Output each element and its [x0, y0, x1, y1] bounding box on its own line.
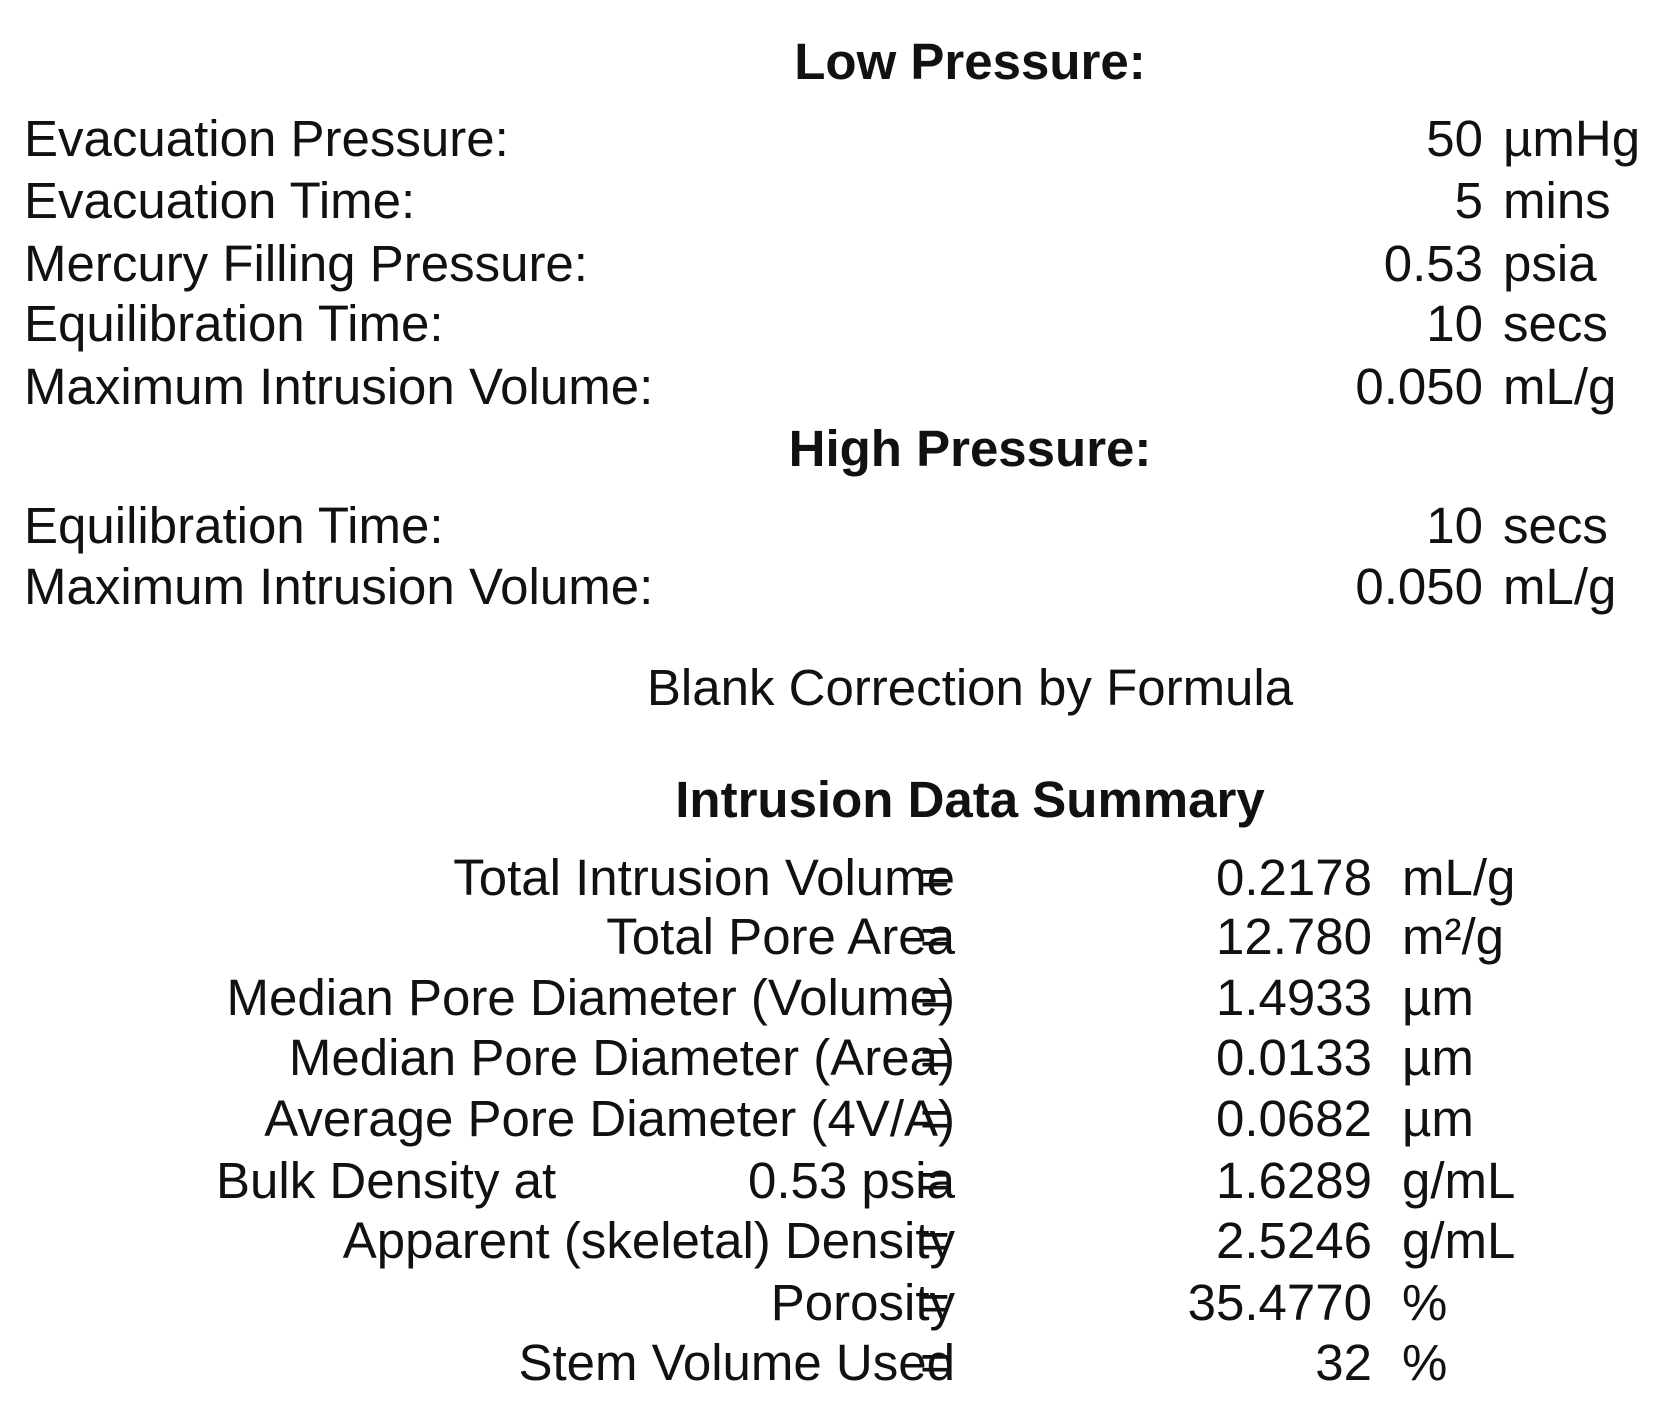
summary-value: 1.6289	[1216, 1152, 1372, 1209]
summary-row: Total Intrusion Volume = 0.2178 mL/g	[0, 847, 1670, 909]
row-label: Equilibration Time:	[24, 497, 444, 554]
summary-value: 35.4770	[1187, 1274, 1372, 1331]
low-pressure-row: Equilibration Time: 10 secs	[0, 293, 1670, 355]
summary-value: 0.2178	[1216, 849, 1372, 906]
summary-value: 1.4933	[1216, 969, 1372, 1026]
equals-sign: =	[920, 849, 950, 906]
row-value: 0.53	[1383, 235, 1483, 292]
summary-label: Stem Volume Used	[518, 1334, 955, 1391]
high-pressure-row: Maximum Intrusion Volume: 0.050 mL/g	[0, 556, 1670, 618]
summary-row: Apparent (skeletal) Density = 2.5246 g/m…	[0, 1210, 1670, 1272]
equals-sign: =	[920, 1274, 950, 1331]
equals-sign: =	[920, 1152, 950, 1209]
row-value: 10	[1426, 295, 1483, 352]
summary-label: Median Pore Diameter (Volume)	[226, 969, 955, 1026]
summary-value: 32	[1315, 1334, 1372, 1391]
row-label: Evacuation Time:	[24, 172, 416, 229]
summary-unit: mL/g	[1402, 849, 1516, 906]
summary-row: Bulk Density at 0.53 psia = 1.6289 g/mL	[0, 1150, 1670, 1212]
summary-row: Stem Volume Used = 32 %	[0, 1332, 1670, 1394]
row-unit: mL/g	[1503, 558, 1617, 615]
row-unit: mins	[1503, 172, 1611, 229]
row-unit: secs	[1503, 295, 1608, 352]
row-unit: µmHg	[1503, 110, 1641, 167]
high-pressure-row: Equilibration Time: 10 secs	[0, 495, 1670, 557]
summary-label: Apparent (skeletal) Density	[342, 1212, 955, 1269]
equals-sign: =	[920, 908, 950, 965]
row-unit: psia	[1503, 235, 1597, 292]
high-pressure-heading: High Pressure:	[788, 420, 1152, 477]
low-pressure-row: Maximum Intrusion Volume: 0.050 mL/g	[0, 356, 1670, 418]
blank-correction-text: Blank Correction by Formula	[646, 659, 1294, 716]
summary-unit: µm	[1402, 969, 1474, 1026]
summary-label: Total Intrusion Volume	[453, 849, 955, 906]
summary-unit: %	[1402, 1274, 1448, 1331]
equals-sign: =	[920, 969, 950, 1026]
summary-value: 2.5246	[1216, 1212, 1372, 1269]
row-unit: secs	[1503, 497, 1608, 554]
low-pressure-heading: Low Pressure:	[794, 33, 1146, 90]
summary-label: Median Pore Diameter (Area)	[288, 1029, 955, 1086]
summary-value: 0.0682	[1216, 1090, 1372, 1147]
equals-sign: =	[920, 1334, 950, 1391]
row-unit: mL/g	[1503, 358, 1617, 415]
summary-unit: m²/g	[1402, 908, 1504, 965]
summary-unit: µm	[1402, 1090, 1474, 1147]
row-label: Equilibration Time:	[24, 295, 444, 352]
summary-row: Median Pore Diameter (Area) = 0.0133 µm	[0, 1027, 1670, 1089]
equals-sign: =	[920, 1090, 950, 1147]
summary-unit: g/mL	[1402, 1152, 1516, 1209]
summary-label: Porosity	[770, 1274, 955, 1331]
summary-heading: Intrusion Data Summary	[675, 771, 1265, 828]
summary-unit: g/mL	[1402, 1212, 1516, 1269]
row-value: 0.050	[1355, 558, 1483, 615]
row-label: Evacuation Pressure:	[24, 110, 509, 167]
summary-label: Bulk Density at	[216, 1152, 557, 1209]
summary-row: Total Pore Area = 12.780 m²/g	[0, 906, 1670, 968]
summary-label: Total Pore Area	[606, 908, 955, 965]
row-value: 10	[1426, 497, 1483, 554]
equals-sign: =	[920, 1212, 950, 1269]
summary-value: 12.780	[1216, 908, 1372, 965]
summary-row: Average Pore Diameter (4V/A) = 0.0682 µm	[0, 1088, 1670, 1150]
row-label: Maximum Intrusion Volume:	[24, 558, 654, 615]
row-value: 0.050	[1355, 358, 1483, 415]
low-pressure-row: Mercury Filling Pressure: 0.53 psia	[0, 233, 1670, 295]
equals-sign: =	[920, 1029, 950, 1086]
row-label: Maximum Intrusion Volume:	[24, 358, 654, 415]
summary-label-pressure: 0.53 psia	[748, 1152, 955, 1209]
summary-row: Porosity = 35.4770 %	[0, 1272, 1670, 1334]
summary-unit: µm	[1402, 1029, 1474, 1086]
summary-row: Median Pore Diameter (Volume) = 1.4933 µ…	[0, 967, 1670, 1029]
row-label: Mercury Filling Pressure:	[24, 235, 588, 292]
low-pressure-row: Evacuation Pressure: 50 µmHg	[0, 108, 1670, 170]
row-value: 50	[1426, 110, 1483, 167]
summary-label: Average Pore Diameter (4V/A)	[264, 1090, 955, 1147]
summary-unit: %	[1402, 1334, 1448, 1391]
row-value: 5	[1454, 172, 1483, 229]
summary-value: 0.0133	[1216, 1029, 1372, 1086]
low-pressure-row: Evacuation Time: 5 mins	[0, 170, 1670, 232]
